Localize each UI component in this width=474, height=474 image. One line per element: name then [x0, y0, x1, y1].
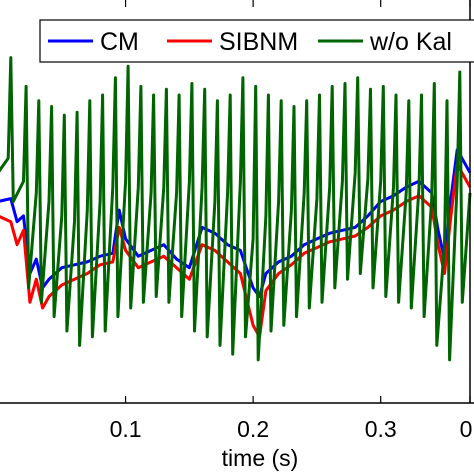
x-axis-label: time (s) — [222, 445, 299, 471]
legend-label: w/o Kal — [369, 28, 452, 56]
axes-frame — [0, 0, 474, 404]
x-tick-label: 0.1 — [110, 416, 142, 442]
series-line-w-o-kal — [0, 56, 472, 362]
legend: CM SIBNM w/o Kal — [39, 19, 474, 63]
x-tick-label: 0.3 — [365, 416, 397, 442]
x-ticks: 0.1 0.2 0.3 0 — [110, 0, 473, 442]
legend-label: CM — [100, 28, 139, 56]
x-tick-label: 0.2 — [237, 416, 269, 442]
legend-box — [39, 19, 474, 63]
legend-label: SIBNM — [219, 28, 298, 56]
x-tick-label: 0 — [460, 416, 473, 442]
plot-lines — [0, 56, 472, 362]
